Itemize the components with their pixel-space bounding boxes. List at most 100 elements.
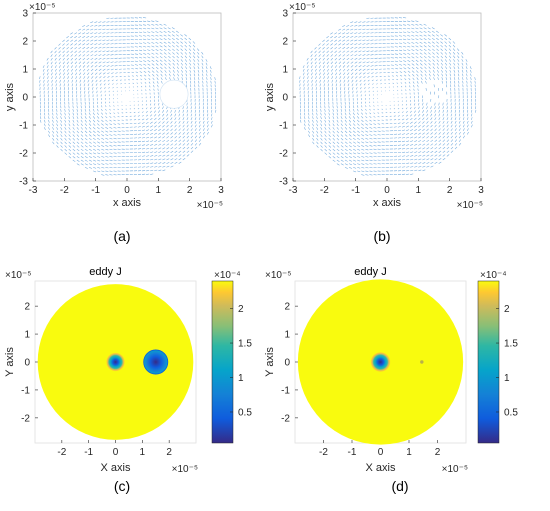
vector-arrow (163, 55, 167, 59)
vector-arrow (316, 116, 318, 120)
vector-arrow (436, 66, 439, 70)
vector-arrow (82, 32, 86, 35)
y-axis-label: Y axis (4, 347, 16, 377)
vector-arrow (422, 143, 426, 146)
vector-arrow (151, 34, 155, 37)
vector-arrow (178, 109, 180, 113)
vector-arrow (434, 132, 437, 135)
vector-arrow (444, 44, 448, 48)
vector-arrow (436, 37, 439, 41)
vector-arrow (403, 45, 407, 48)
vector-arrow (442, 139, 446, 142)
vector-arrow (97, 163, 101, 165)
vector-arrow (72, 119, 75, 123)
vector-arrow (149, 89, 151, 91)
vector-arrow (162, 165, 166, 168)
vector-arrow (358, 57, 362, 60)
vector-arrow (415, 24, 419, 26)
vector-arrow (334, 36, 338, 39)
vector-arrow (176, 45, 179, 48)
vector-arrow (367, 76, 370, 78)
vector-arrow (462, 128, 465, 132)
vector-arrow (407, 56, 411, 59)
vector-arrow (406, 173, 410, 175)
vector-arrow (394, 60, 399, 62)
vector-arrow (154, 155, 158, 157)
vector-arrow (86, 43, 90, 46)
vector-arrow (210, 73, 212, 77)
vector-arrow (151, 45, 155, 48)
vector-arrow (393, 130, 398, 132)
vector-arrow (461, 51, 464, 55)
vector-arrow (344, 90, 346, 94)
vector-arrow (76, 156, 80, 159)
vector-arrow (369, 119, 372, 122)
vector-arrow (424, 63, 427, 66)
vector-arrow (319, 83, 321, 87)
vector-arrow (109, 108, 111, 111)
vector-arrow (424, 70, 427, 73)
vector-arrow (102, 25, 106, 27)
vector-arrow (111, 76, 114, 78)
vector-arrow (418, 151, 422, 153)
vector-arrow (174, 150, 178, 153)
vector-arrow (76, 127, 79, 130)
vector-arrow (155, 59, 159, 62)
x-tick-label: -1 (351, 185, 360, 196)
vector-arrow (192, 51, 196, 55)
vector-arrow (83, 87, 86, 90)
vector-arrow (64, 108, 66, 112)
vector-arrow (146, 162, 150, 164)
vector-arrow (84, 123, 88, 127)
vector-arrow (344, 145, 348, 148)
x-tick-label: 3 (478, 185, 484, 196)
vector-arrow (366, 25, 370, 27)
vector-arrow (114, 57, 118, 59)
vector-arrow (98, 21, 102, 23)
vector-arrow (214, 80, 216, 84)
vector-arrow (59, 79, 61, 83)
y-tick-label: 1 (24, 330, 30, 341)
vector-arrow (98, 32, 102, 34)
vector-arrow (90, 61, 94, 64)
vector-arrow (454, 117, 457, 121)
vector-arrow (397, 118, 401, 121)
vector-arrow (324, 119, 327, 123)
vector-arrow (470, 77, 472, 80)
vector-arrow (334, 32, 338, 35)
vector-arrow (316, 127, 319, 130)
y-tick-label: 2 (282, 37, 288, 48)
vector-arrow (106, 25, 110, 27)
vector-arrow (432, 59, 435, 62)
vector-arrow (334, 39, 338, 42)
vector-arrow (146, 155, 150, 157)
vector-arrow (371, 72, 374, 74)
vector-arrow (136, 82, 139, 84)
vector-arrow (189, 80, 192, 84)
vector-arrow (458, 120, 461, 124)
vector-arrow (411, 27, 415, 30)
vector-arrow (438, 117, 441, 121)
vector-arrow (458, 139, 462, 142)
vector-arrow (326, 57, 329, 61)
vector-arrow (154, 103, 156, 106)
vector-arrow (137, 115, 140, 117)
vector-arrow (336, 163, 340, 166)
vector-arrow (438, 132, 441, 135)
vector-arrow (108, 87, 110, 89)
vector-arrow (308, 130, 310, 134)
vector-arrow (365, 119, 368, 122)
vector-arrow (162, 136, 166, 139)
vector-arrow (167, 48, 171, 52)
vector-arrow (320, 148, 323, 152)
vector-arrow (373, 119, 376, 122)
vector-arrow (88, 163, 92, 166)
vector-arrow (64, 137, 67, 141)
vector-arrow (157, 84, 159, 88)
vector-arrow (422, 162, 426, 164)
vector-arrow (450, 150, 454, 153)
vector-arrow (185, 66, 188, 70)
vector-arrow (185, 80, 188, 84)
vector-arrow (167, 45, 171, 48)
vector-arrow (401, 144, 406, 146)
